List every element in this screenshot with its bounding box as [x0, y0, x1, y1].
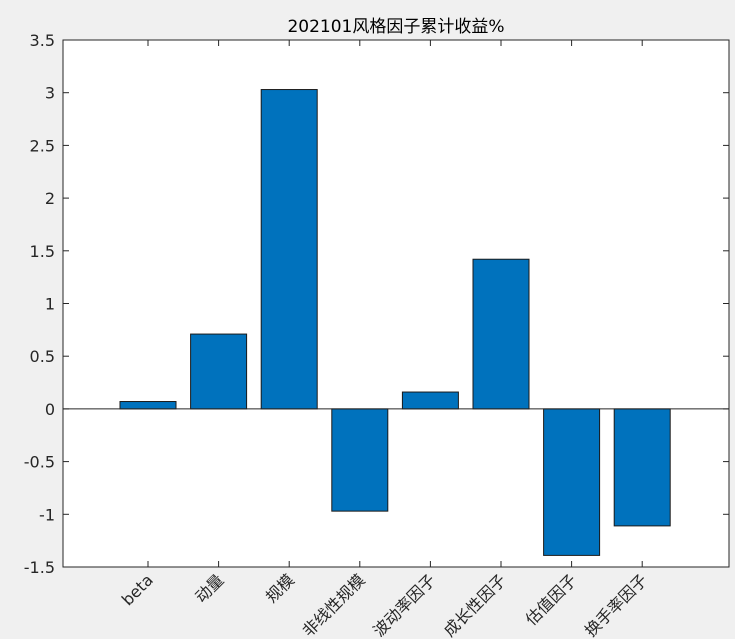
y-axis: -1.5 -1 -0.5 0 0.5 1 1.5 2 2.5 3 3.5 [24, 31, 729, 577]
y-tick-label: 2.5 [30, 136, 55, 155]
bar [190, 333, 248, 410]
y-tick-label: 0.5 [30, 347, 55, 366]
bar [331, 408, 389, 512]
y-tick-label: 1.5 [30, 242, 55, 261]
x-tick-label: 估值因子 [522, 570, 581, 629]
y-tick-label: 3 [45, 84, 55, 103]
y-tick-label: -1.5 [24, 558, 55, 577]
x-tick-label: 动量 [191, 570, 227, 606]
y-tick-label: 3.5 [30, 31, 55, 50]
x-tick-label: 规模 [262, 570, 298, 606]
x-tick-label: 换手率因子 [581, 570, 651, 639]
y-tick-label: -0.5 [24, 453, 55, 472]
x-tick-label: 成长性因子 [440, 570, 510, 639]
x-tick-label: 波动率因子 [369, 570, 439, 639]
bars-group [119, 89, 671, 556]
bar [260, 89, 318, 410]
y-tick-label: 0 [45, 400, 55, 419]
bar [401, 391, 459, 410]
bar [119, 401, 177, 410]
y-tick-label: 1 [45, 295, 55, 314]
bar [613, 408, 671, 527]
chart-title: 202101风格因子累计收益% [287, 17, 504, 37]
bar [472, 258, 530, 410]
x-tick-label: beta [118, 570, 157, 609]
y-tick-label: 2 [45, 189, 55, 208]
y-tick-label: -1 [39, 505, 55, 524]
x-tick-label: 非线性规模 [299, 570, 369, 639]
bar [543, 408, 601, 556]
